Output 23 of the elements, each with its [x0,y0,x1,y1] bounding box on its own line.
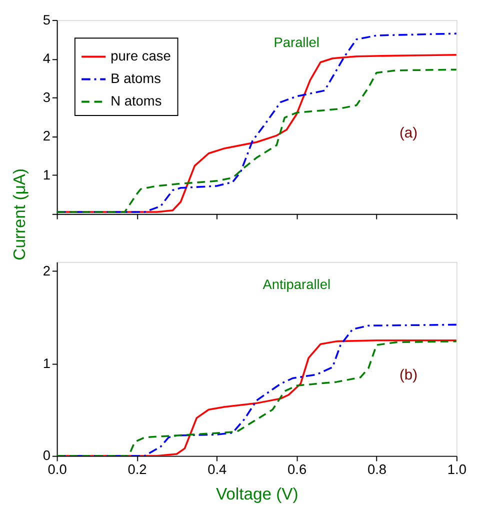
x-tick-label: 0.2 [128,462,147,477]
legend-label: pure case [110,48,172,64]
x-tick-label: 0.4 [208,462,228,477]
legend-label: N atoms [110,94,162,109]
y-tick-label: 2 [42,264,50,279]
y-tick-label: 1 [42,168,50,183]
x-axis-title: Voltage (V) [216,484,298,504]
y-axis-title: Current (μA) [10,168,30,260]
x-tick-label: 0.6 [288,462,307,477]
y-tick-label: 0 [42,448,51,464]
legend-label: B atoms [110,71,162,86]
y-tick-label: 4 [42,51,51,66]
annotation: (b) [400,367,418,384]
annotation: (a) [400,125,418,142]
x-tick-label: 0.0 [48,462,68,477]
annotation: Antiparallel [262,277,330,292]
y-tick-label: 2 [42,128,50,144]
y-tick-label: 3 [42,90,51,105]
y-tick-label: 1 [42,356,50,371]
y-tick-label: 5 [42,12,51,28]
annotation: Parallel [274,35,320,50]
x-tick-label: 1.0 [447,462,467,477]
x-tick-label: 0.8 [367,462,387,477]
